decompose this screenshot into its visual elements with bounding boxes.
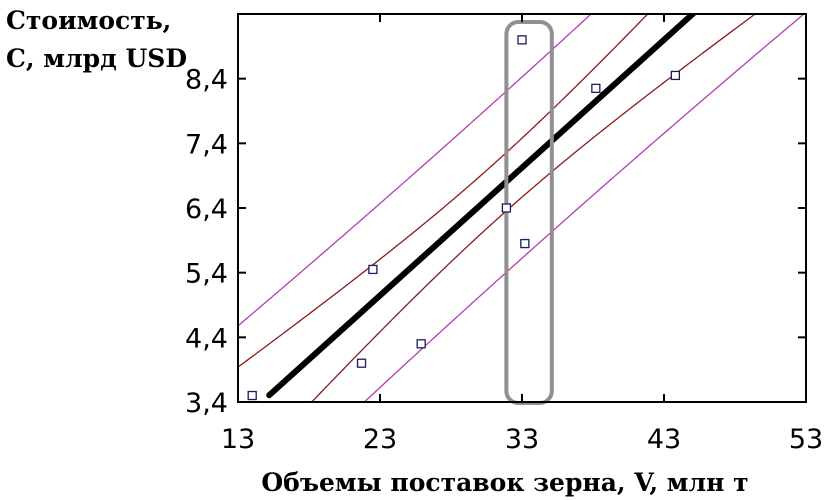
- y-tick-label: 4,4: [185, 323, 228, 354]
- y-tick-label: 8,4: [185, 65, 228, 96]
- axes: 13 23 33 43 53 3,4 4,4 5,4 6,4 7,4 8,4: [185, 13, 823, 455]
- x-tick-label: 43: [647, 424, 681, 455]
- y-tick-label: 3,4: [185, 388, 228, 419]
- x-tick-label: 33: [505, 424, 539, 455]
- x-tick-label: 23: [363, 424, 397, 455]
- prediction-band-lower: [363, 14, 805, 402]
- data-point: [520, 238, 530, 249]
- prediction-band-upper: [238, 14, 592, 327]
- y-tick-label: 7,4: [185, 129, 228, 160]
- regression-line: [266, 14, 698, 399]
- data-point: [356, 358, 367, 368]
- x-tick-label: 13: [221, 424, 255, 455]
- data-point: [670, 70, 681, 81]
- highlight-ellipse: [504, 20, 554, 405]
- x-tick-label: 53: [789, 424, 823, 455]
- y-axis-label-line-1: Стоимость,: [6, 6, 171, 35]
- y-tick-label: 6,4: [185, 194, 228, 225]
- data-point: [416, 339, 426, 349]
- data-point: [501, 203, 512, 213]
- data-point: [591, 83, 601, 94]
- y-axis-label-line-2: С, млрд USD: [6, 44, 187, 73]
- data-point: [368, 264, 378, 275]
- confidence-band-lower: [310, 14, 757, 402]
- confidence-band-upper: [238, 14, 649, 368]
- x-axis-label: Объемы поставок зерна, V, млн т: [261, 468, 748, 497]
- plot-clip-group: [238, 14, 805, 402]
- data-point: [247, 390, 257, 401]
- data-point: [517, 35, 527, 45]
- y-tick-label: 5,4: [185, 259, 228, 290]
